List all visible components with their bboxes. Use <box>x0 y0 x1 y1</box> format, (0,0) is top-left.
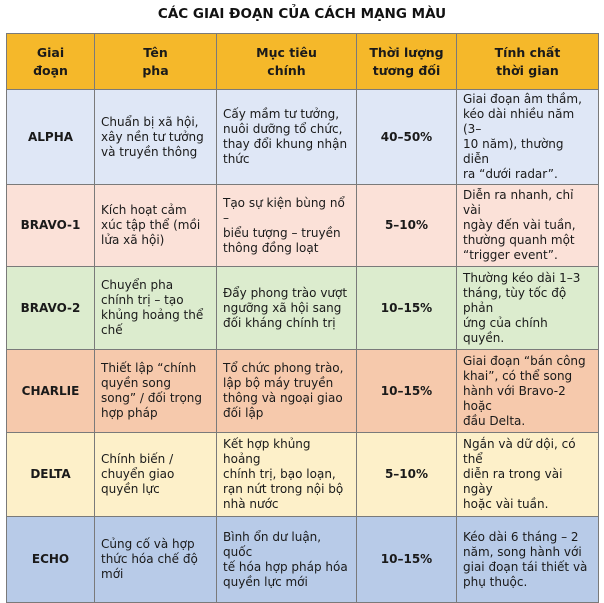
cell-timing: Kéo dài 6 tháng – 2 năm, song hành với g… <box>456 516 599 603</box>
cell-phase: ECHO <box>6 516 95 603</box>
cell-phase: ALPHA <box>6 89 95 185</box>
cell-goal: Kết hợp khủng hoảng chính trị, bạo loạn,… <box>216 432 357 517</box>
phases-table: Giai đoạn Tên pha Mục tiêu chính Thời lư… <box>6 33 599 603</box>
cell-phase: DELTA <box>6 432 95 517</box>
header-name: Tên pha <box>94 33 217 90</box>
cell-phase: BRAVO-1 <box>6 184 95 267</box>
header-phase: Giai đoạn <box>6 33 95 90</box>
cell-timing: Thường kéo dài 1–3 tháng, tùy tốc độ phả… <box>456 266 599 350</box>
header-timing: Tính chất thời gian <box>456 33 599 90</box>
cell-duration: 40–50% <box>356 89 457 185</box>
cell-name: Củng cố và hợp thức hóa chế độ mới <box>94 516 217 603</box>
cell-name: Thiết lập “chính quyền song song” / đối … <box>94 349 217 433</box>
cell-name: Chính biến / chuyển giao quyền lực <box>94 432 217 517</box>
cell-timing: Giai đoạn âm thầm, kéo dài nhiều năm (3–… <box>456 89 599 185</box>
cell-phase: CHARLIE <box>6 349 95 433</box>
table-header-row: Giai đoạn Tên pha Mục tiêu chính Thời lư… <box>6 33 599 90</box>
header-goal: Mục tiêu chính <box>216 33 357 90</box>
table-row: BRAVO-2 Chuyển pha chính trị – tạo khủng… <box>6 266 599 350</box>
cell-timing: Ngắn và dữ dội, có thể diễn ra trong vài… <box>456 432 599 517</box>
cell-timing: Giai đoạn “bán công khai”, có thể song h… <box>456 349 599 433</box>
cell-goal: Tạo sự kiện bùng nổ – biểu tượng – truyề… <box>216 184 357 267</box>
table-row: BRAVO-1 Kích hoạt cảm xúc tập thể (mồi l… <box>6 184 599 267</box>
cell-goal: Đẩy phong trào vượt ngưỡng xã hội sang đ… <box>216 266 357 350</box>
page-title: CÁC GIAI ĐOẠN CỦA CÁCH MẠNG MÀU <box>157 6 447 22</box>
cell-goal: Bình ổn dư luận, quốc tế hóa hợp pháp hó… <box>216 516 357 603</box>
table-row: ECHO Củng cố và hợp thức hóa chế độ mới … <box>6 516 599 603</box>
cell-duration: 10–15% <box>356 516 457 603</box>
cell-name: Chuẩn bị xã hội, xây nền tư tưởng và tru… <box>94 89 217 185</box>
cell-duration: 5–10% <box>356 432 457 517</box>
cell-duration: 5–10% <box>356 184 457 267</box>
cell-name: Kích hoạt cảm xúc tập thể (mồi lửa xã hộ… <box>94 184 217 267</box>
cell-name: Chuyển pha chính trị – tạo khủng hoảng t… <box>94 266 217 350</box>
cell-phase: BRAVO-2 <box>6 266 95 350</box>
cell-goal: Tổ chức phong trào, lập bộ máy truyền th… <box>216 349 357 433</box>
header-duration: Thời lượng tương đối <box>356 33 457 90</box>
table-row: CHARLIE Thiết lập “chính quyền song song… <box>6 349 599 433</box>
cell-goal: Cấy mầm tư tưởng, nuôi dưỡng tổ chức, th… <box>216 89 357 185</box>
table-row: DELTA Chính biến / chuyển giao quyền lực… <box>6 432 599 517</box>
cell-timing: Diễn ra nhanh, chỉ vài ngày đến vài tuần… <box>456 184 599 267</box>
cell-duration: 10–15% <box>356 349 457 433</box>
cell-duration: 10–15% <box>356 266 457 350</box>
table-row: ALPHA Chuẩn bị xã hội, xây nền tư tưởng … <box>6 89 599 185</box>
